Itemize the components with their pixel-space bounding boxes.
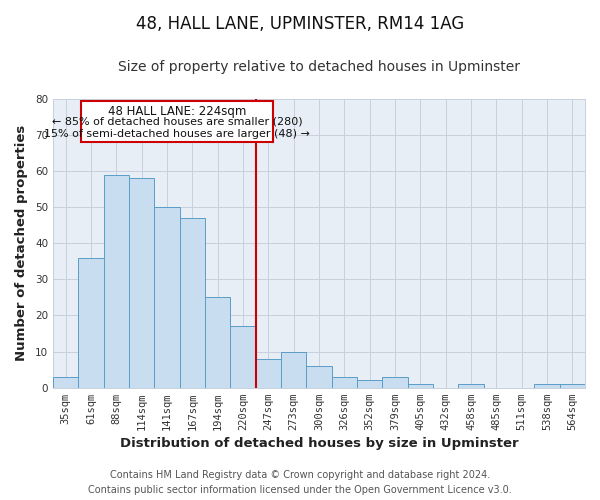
- Bar: [458, 384, 484, 388]
- Bar: [104, 174, 129, 388]
- Bar: [306, 366, 332, 388]
- Bar: [78, 258, 104, 388]
- Bar: [407, 384, 433, 388]
- Bar: [154, 207, 179, 388]
- Text: Contains HM Land Registry data © Crown copyright and database right 2024.
Contai: Contains HM Land Registry data © Crown c…: [88, 470, 512, 495]
- Title: Size of property relative to detached houses in Upminster: Size of property relative to detached ho…: [118, 60, 520, 74]
- Bar: [230, 326, 256, 388]
- Bar: [81, 100, 274, 142]
- Text: 48, HALL LANE, UPMINSTER, RM14 1AG: 48, HALL LANE, UPMINSTER, RM14 1AG: [136, 15, 464, 33]
- Bar: [53, 377, 78, 388]
- Bar: [382, 377, 407, 388]
- Text: 15% of semi-detached houses are larger (48) →: 15% of semi-detached houses are larger (…: [44, 129, 310, 139]
- Bar: [179, 218, 205, 388]
- Bar: [357, 380, 382, 388]
- Bar: [281, 352, 306, 388]
- Bar: [205, 298, 230, 388]
- Text: 48 HALL LANE: 224sqm: 48 HALL LANE: 224sqm: [108, 106, 246, 118]
- X-axis label: Distribution of detached houses by size in Upminster: Distribution of detached houses by size …: [119, 437, 518, 450]
- Bar: [535, 384, 560, 388]
- Bar: [560, 384, 585, 388]
- Y-axis label: Number of detached properties: Number of detached properties: [15, 125, 28, 362]
- Bar: [256, 359, 281, 388]
- Bar: [129, 178, 154, 388]
- Bar: [332, 377, 357, 388]
- Text: ← 85% of detached houses are smaller (280): ← 85% of detached houses are smaller (28…: [52, 117, 302, 127]
